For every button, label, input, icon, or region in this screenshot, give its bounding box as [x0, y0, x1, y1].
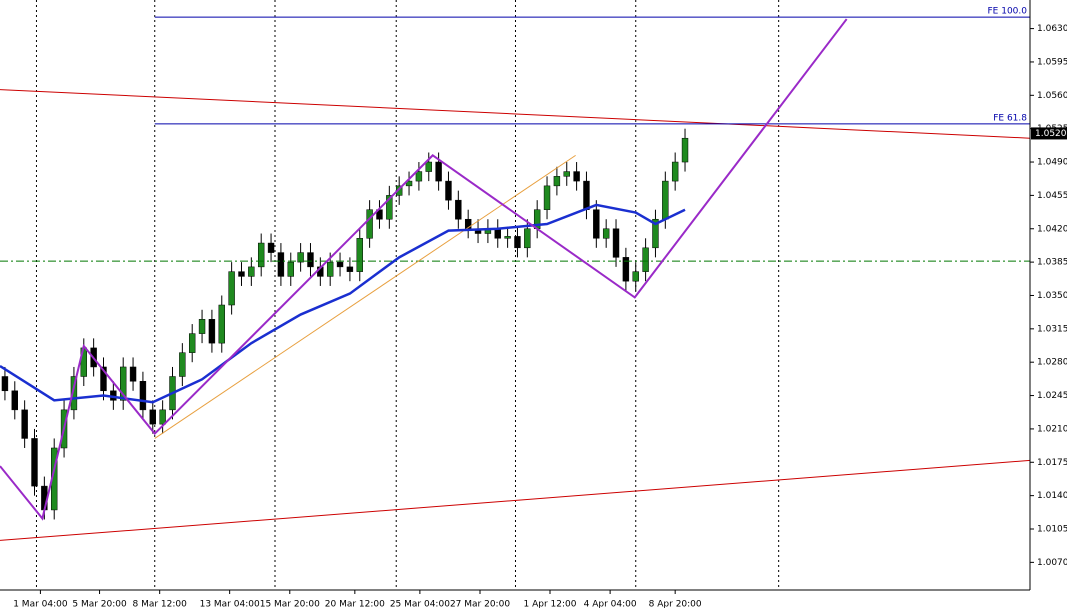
x-tick-label: 8 Apr 20:00: [649, 600, 702, 608]
candle-body: [179, 352, 186, 377]
candle-body: [11, 390, 18, 411]
candle-body: [662, 180, 669, 220]
y-tick-label: 1.0280: [1037, 358, 1067, 368]
y-tick-label: 1.0420: [1037, 224, 1067, 234]
candle-body: [642, 247, 649, 272]
y-tick-label: 1.0105: [1037, 524, 1067, 534]
candle-body: [228, 271, 235, 306]
candle-body: [267, 242, 275, 253]
candle-body: [494, 228, 501, 239]
candle-body: [208, 319, 216, 344]
candle-body: [139, 381, 147, 411]
candle-body: [553, 176, 561, 187]
overlay-line: [154, 154, 576, 439]
candle-body: [100, 366, 107, 392]
overlay-line: [0, 18, 848, 521]
candle-body: [307, 252, 314, 268]
candle-body: [119, 366, 127, 401]
y-tick-label: 1.0490: [1037, 158, 1067, 168]
price-box: [1031, 127, 1067, 140]
candle-body: [31, 438, 38, 487]
candle-body: [1, 376, 9, 392]
candle-body: [445, 180, 452, 201]
y-tick-label: 1.0350: [1037, 291, 1067, 301]
y-tick-label: 1.0315: [1037, 324, 1067, 334]
y-tick-label: 1.0595: [1037, 57, 1067, 67]
x-tick-label: 25 Mar 04:00: [390, 600, 450, 608]
candle-body: [435, 161, 442, 182]
x-tick-label: 27 Mar 20:00: [450, 600, 510, 608]
y-tick-label: 1.0140: [1037, 491, 1067, 501]
candle-body: [652, 218, 659, 249]
candle-body: [524, 228, 531, 249]
candle-body: [612, 228, 620, 258]
price-label: 1.0520: [1035, 129, 1067, 139]
y-tick-label: 1.0630: [1037, 24, 1067, 34]
candle-body: [218, 304, 225, 344]
y-tick-label: 1.0245: [1037, 391, 1067, 401]
candle-body: [671, 161, 679, 182]
y-tick-label: 1.0385: [1037, 258, 1067, 268]
candle-body: [297, 252, 304, 263]
overlay-line: [0, 459, 1031, 541]
candle-body: [504, 236, 511, 239]
candle-body: [326, 261, 334, 277]
candle-body: [415, 171, 423, 182]
candle-body: [602, 228, 610, 239]
overlay-label: FE 100.0: [988, 7, 1028, 17]
candle-body: [405, 180, 413, 187]
candle-body: [425, 161, 432, 172]
candle-body: [366, 209, 373, 239]
y-tick-label: 1.0210: [1037, 424, 1067, 434]
candle-body: [681, 137, 689, 163]
y-tick-label: 1.0070: [1037, 558, 1067, 568]
candle-body: [70, 376, 78, 411]
x-tick-label: 15 Mar 20:00: [260, 600, 320, 608]
candle-body: [248, 266, 255, 277]
x-tick-label: 1 Mar 04:00: [13, 600, 68, 608]
candle-body: [573, 171, 580, 182]
candle-body: [632, 271, 639, 282]
candle-body: [346, 266, 354, 272]
y-tick-label: 1.0560: [1037, 91, 1067, 101]
x-tick-label: 13 Mar 04:00: [200, 600, 260, 608]
candle-body: [563, 171, 570, 177]
candle-body: [238, 271, 245, 277]
candle-body: [21, 409, 28, 439]
x-tick-label: 20 Mar 12:00: [325, 600, 385, 608]
x-tick-label: 4 Apr 04:00: [584, 600, 637, 608]
overlay-line: [0, 89, 1031, 139]
candle-body: [159, 409, 166, 425]
y-tick-label: 1.0455: [1037, 191, 1067, 201]
candle-body: [336, 261, 344, 268]
overlay-line: [0, 203, 686, 404]
candle-body: [583, 180, 590, 210]
candle-body: [622, 257, 630, 282]
x-tick-label: 1 Apr 12:00: [524, 600, 577, 608]
y-tick-label: 1.0175: [1037, 458, 1067, 468]
overlay-label: FE 61.8: [993, 113, 1027, 123]
candle-body: [198, 319, 206, 334]
x-tick-label: 8 Mar 12:00: [132, 600, 187, 608]
candle-body: [287, 261, 294, 277]
candle-body: [257, 242, 265, 268]
candle-body: [277, 252, 285, 277]
candle-body: [188, 333, 196, 353]
candle-body: [386, 195, 393, 220]
candle-body: [593, 209, 600, 239]
candle-body: [543, 185, 551, 210]
candle-body: [455, 199, 462, 220]
candle-body: [129, 366, 137, 382]
x-tick-label: 5 Mar 20:00: [72, 600, 127, 608]
candle-body: [356, 238, 363, 272]
candle-body: [514, 236, 521, 249]
candle-body: [149, 409, 156, 425]
